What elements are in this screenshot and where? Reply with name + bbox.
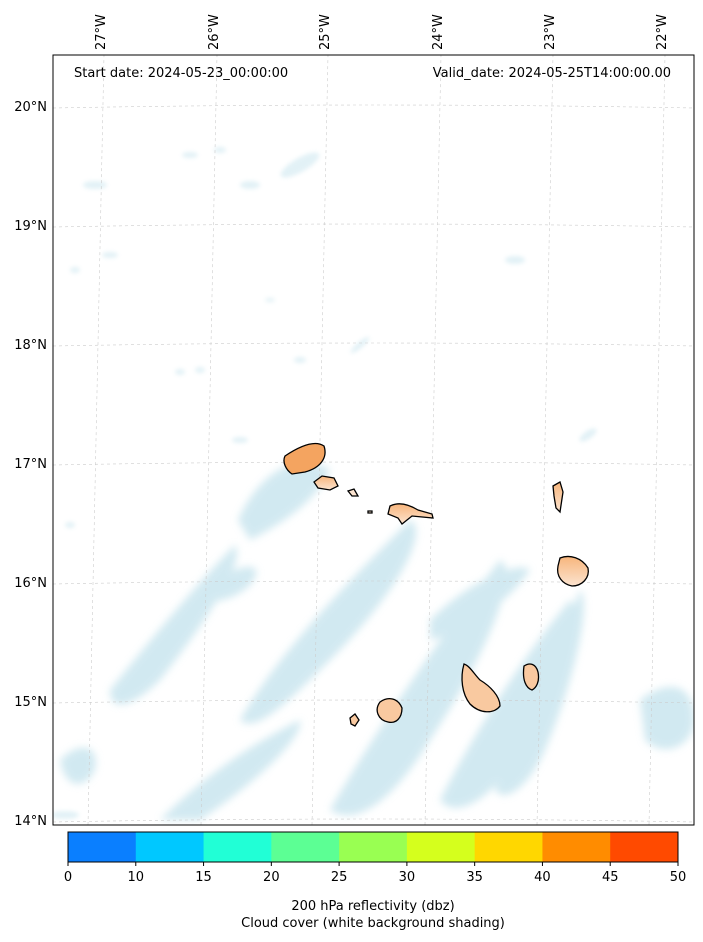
cloud-patch — [240, 181, 260, 189]
colorbar-segment — [68, 832, 137, 862]
colorbar-segment — [203, 832, 272, 862]
longitude-label: 22°W — [655, 14, 670, 50]
latitude-labels: 20°N 19°N 18°N 17°N 16°N 15°N 14°N — [14, 100, 47, 829]
colorbar-tick-label: 50 — [670, 870, 687, 885]
colorbar-segment — [542, 832, 611, 862]
cloud-patch — [83, 181, 107, 189]
island-ilheu-raso — [367, 510, 373, 514]
cloud-patch — [102, 252, 118, 258]
cloud-patch — [70, 267, 80, 273]
island-santo-antao — [283, 442, 326, 475]
island-maio — [522, 663, 540, 691]
island-sao-nicolau — [387, 503, 434, 525]
cloud-patch — [232, 437, 248, 443]
parallel-line — [53, 104, 694, 109]
colorbar-caption-reflectivity: 200 hPa reflectivity (dbz) — [291, 899, 455, 914]
map-frame — [52, 54, 695, 826]
island-santiago — [461, 663, 501, 713]
cloud-band — [200, 566, 257, 602]
colorbar-caption-cloud-cover: Cloud cover (white background shading) — [241, 916, 505, 931]
colorbar-tick-label: 0 — [64, 870, 72, 885]
cloud-band — [430, 567, 530, 640]
cloud-patch — [214, 147, 226, 153]
start-date-label: Start date: 2024-05-23_00:00:00 — [74, 66, 289, 81]
cloud-band — [640, 686, 694, 750]
cloud-cover-layer — [53, 147, 694, 820]
cloud-patch — [350, 336, 370, 354]
colorbar-tick-label: 15 — [195, 870, 212, 885]
colorbar-tick-label: 20 — [263, 870, 280, 885]
colorbar-segment — [135, 832, 205, 862]
cloud-patch — [195, 367, 205, 373]
longitude-label: 26°W — [207, 14, 222, 50]
parallel-line — [53, 342, 694, 347]
cloud-band — [160, 720, 301, 820]
colorbar-segment — [339, 832, 408, 862]
island-boa-vista — [556, 555, 589, 587]
island-sal — [552, 481, 564, 514]
colorbar-frame — [67, 831, 679, 863]
islands-layer — [283, 442, 589, 727]
parallel-line — [53, 580, 694, 585]
latitude-label: 15°N — [14, 695, 47, 710]
valid-date-label: Valid_date: 2024-05-25T14:00:00.00 — [432, 66, 671, 81]
longitude-label: 27°W — [94, 14, 109, 50]
meridian-line — [536, 55, 554, 825]
cloud-patch — [579, 428, 597, 442]
parallel-line — [53, 461, 694, 466]
cloud-patch — [265, 298, 275, 302]
colorbar-segment — [406, 832, 476, 862]
meridian-line — [648, 55, 666, 825]
colorbar-tick-label: 30 — [399, 870, 416, 885]
colorbar-tick-label: 45 — [602, 870, 619, 885]
island-brava — [349, 713, 360, 727]
map-panel — [53, 55, 694, 825]
island-fogo — [376, 697, 403, 724]
longitude-label: 24°W — [431, 14, 446, 50]
cloud-band — [110, 545, 237, 705]
parallel-line — [53, 223, 694, 228]
meridian-line — [200, 55, 218, 825]
cloud-patch — [53, 811, 79, 819]
colorbar-tick-label: 25 — [331, 870, 348, 885]
colorbar-segment — [271, 832, 340, 862]
latitude-label: 19°N — [14, 219, 47, 234]
latitude-label: 16°N — [14, 576, 47, 591]
meridian-line — [311, 55, 329, 825]
colorbar: 0 10 15 20 25 30 35 40 45 50 — [64, 831, 687, 885]
cloud-patch — [505, 256, 525, 264]
island-sao-vicente — [313, 475, 339, 491]
latitude-label: 14°N — [14, 814, 47, 829]
longitude-labels: 27°W 26°W 25°W 24°W 23°W 22°W — [94, 14, 670, 50]
colorbar-tick-label: 35 — [466, 870, 483, 885]
longitude-label: 25°W — [318, 14, 333, 50]
meridian-line — [424, 55, 442, 825]
cloud-band — [495, 590, 584, 796]
colorbar-segment — [474, 832, 543, 862]
cloud-patch — [65, 522, 75, 528]
colorbar-tick-label: 10 — [128, 870, 145, 885]
cloud-patch — [280, 152, 320, 178]
island-santa-luzia — [346, 488, 360, 497]
longitude-label: 23°W — [543, 14, 558, 50]
cloud-band — [240, 520, 417, 724]
colorbar-tick-label: 40 — [534, 870, 551, 885]
cloud-patch — [294, 357, 306, 363]
latitude-label: 18°N — [14, 338, 47, 353]
cloud-patch — [182, 152, 198, 158]
latitude-label: 20°N — [14, 100, 47, 115]
cloud-band — [238, 462, 330, 540]
parallel-line — [53, 818, 694, 823]
cloud-patch — [175, 369, 185, 375]
latitude-label: 17°N — [14, 457, 47, 472]
colorbar-segment — [610, 832, 679, 862]
cloud-band — [60, 747, 96, 784]
meridian-line — [87, 55, 105, 825]
cloud-band — [440, 600, 575, 808]
graticule — [53, 55, 694, 825]
parallel-line — [53, 699, 694, 704]
